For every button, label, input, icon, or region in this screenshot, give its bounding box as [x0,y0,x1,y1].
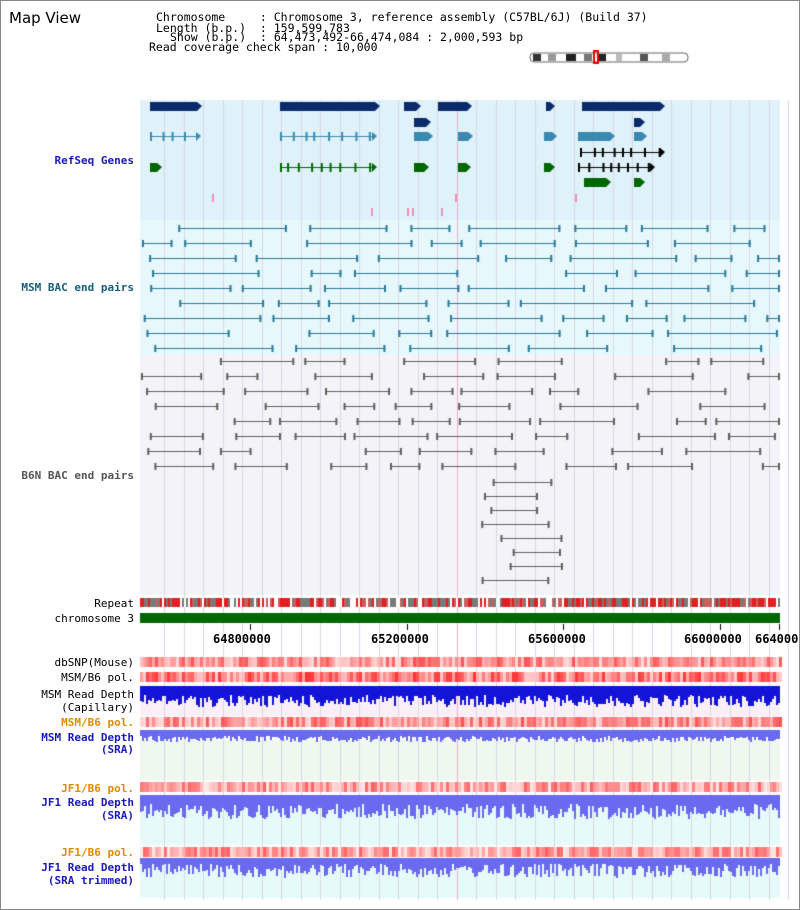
axis-tick-label: 66000000 [684,632,742,646]
length-value: 159,599,783 [273,21,350,35]
track-label-msm-b6-pol-2[interactable]: MSM/B6 pol. [61,716,134,729]
show-info: Show (b.p.) : 64,473,492-66,474,084 : 2,… [170,30,524,44]
track-label-msm-depth-sra-sub: (SRA) [100,743,134,756]
chromosome-value: Chromosome 3, reference assembly (C57BL/… [273,10,648,24]
track-label-msm-depth-cap[interactable]: MSM Read Depth [41,688,134,701]
track-label-repeat[interactable]: Repeat [94,597,134,610]
track-label-refseq[interactable]: RefSeq Genes [54,154,134,167]
track-label-dbsnp[interactable]: dbSNP(Mouse) [54,656,134,669]
coverage-info: Read coverage check span : 10,000 [149,40,378,54]
axis-tick-label: 65600000 [528,632,586,646]
show-label: Show (b.p.) [170,30,247,44]
track-label-msm-depth-cap-sub: (Capillary) [61,701,134,714]
length-label: Length (b.p.) [156,21,247,35]
track-label-jf1-b6-pol-2[interactable]: JF1/B6 pol. [61,846,134,859]
track-label-msm-b6-pol[interactable]: MSM/B6 pol. [61,671,134,684]
view-title: Map View [9,9,82,27]
coverage-value: 10,000 [335,40,378,54]
track-label-jf1-depth-trim[interactable]: JF1 Read Depth [41,861,134,874]
chromosome-info: Chromosome : Chromosome 3, reference ass… [156,10,648,24]
show-value: 64,473,492-66,474,084 : 2,000,593 bp [273,30,524,44]
axis-tick-label: 664000 [755,632,799,646]
track-label-jf1-depth-trim-sub: (SRA trimmed) [47,874,134,887]
length-info: Length (b.p.) : 159,599,783 [156,21,350,35]
coverage-label: Read coverage check span [149,40,316,54]
track-label-jf1-depth-sra-sub: (SRA) [100,809,134,822]
track-label-b6n-bac[interactable]: B6N BAC end pairs [21,469,134,482]
track-label-msm-depth-sra[interactable]: MSM Read Depth [41,731,134,744]
chromosome-label: Chromosome [156,10,226,24]
track-label-chromosome: chromosome 3 [54,612,134,625]
axis-tick-label: 65200000 [371,632,429,646]
track-label-msm-bac[interactable]: MSM BAC end pairs [21,281,134,294]
track-label-jf1-depth-sra[interactable]: JF1 Read Depth [41,796,134,809]
track-label-jf1-b6-pol[interactable]: JF1/B6 pol. [61,782,134,795]
axis-tick-label: 64800000 [213,632,271,646]
